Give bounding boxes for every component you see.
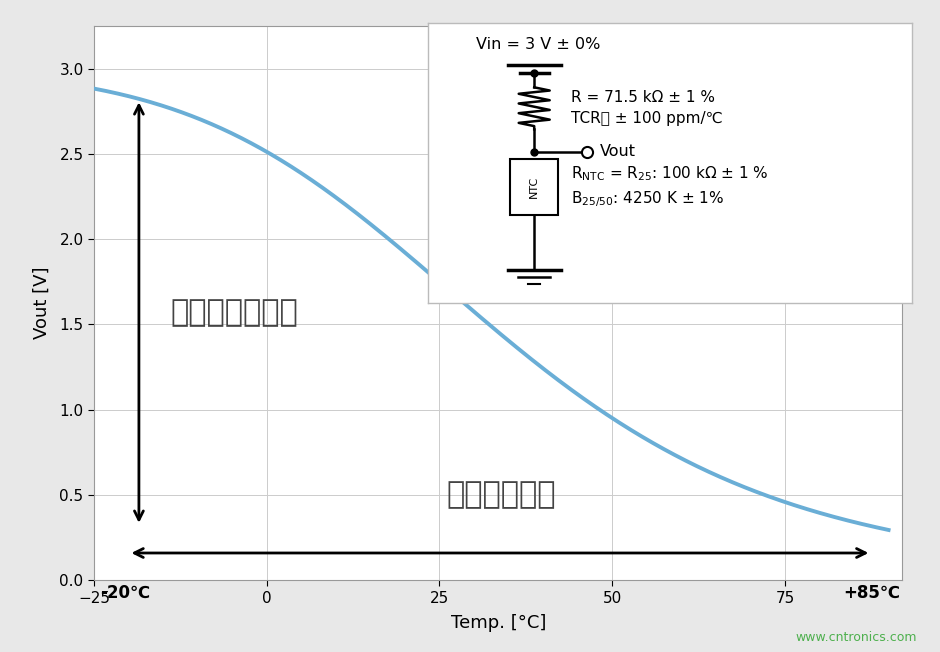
Bar	[510, 159, 558, 215]
Text: 広い温度域で: 広い温度域で	[446, 481, 556, 509]
Text: B$_{\mathregular{25/50}}$: 4250 K ± 1%: B$_{\mathregular{25/50}}$: 4250 K ± 1%	[571, 188, 724, 209]
Text: 大きな電圧変化: 大きな電圧変化	[170, 298, 298, 327]
Text: R$_{\mathregular{NTC}}$ = R$_{\mathregular{25}}$: 100 kΩ ± 1 %: R$_{\mathregular{NTC}}$ = R$_{\mathregul…	[571, 164, 768, 183]
Text: www.cntronics.com: www.cntronics.com	[795, 631, 916, 644]
Text: Vout: Vout	[600, 144, 635, 159]
Text: R = 71.5 kΩ ± 1 %: R = 71.5 kΩ ± 1 %	[571, 90, 714, 105]
Text: NTC: NTC	[529, 175, 540, 198]
Text: +85℃: +85℃	[843, 584, 900, 602]
Text: -20℃: -20℃	[100, 584, 150, 602]
Y-axis label: Vout [V]: Vout [V]	[33, 267, 51, 340]
X-axis label: Temp. [°C]: Temp. [°C]	[450, 614, 546, 632]
Text: Vin = 3 V ± 0%: Vin = 3 V ± 0%	[477, 37, 601, 52]
Text: TCR： ± 100 ppm/℃: TCR： ± 100 ppm/℃	[571, 111, 722, 126]
